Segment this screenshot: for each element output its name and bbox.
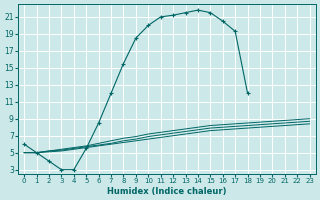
X-axis label: Humidex (Indice chaleur): Humidex (Indice chaleur) [107, 187, 227, 196]
